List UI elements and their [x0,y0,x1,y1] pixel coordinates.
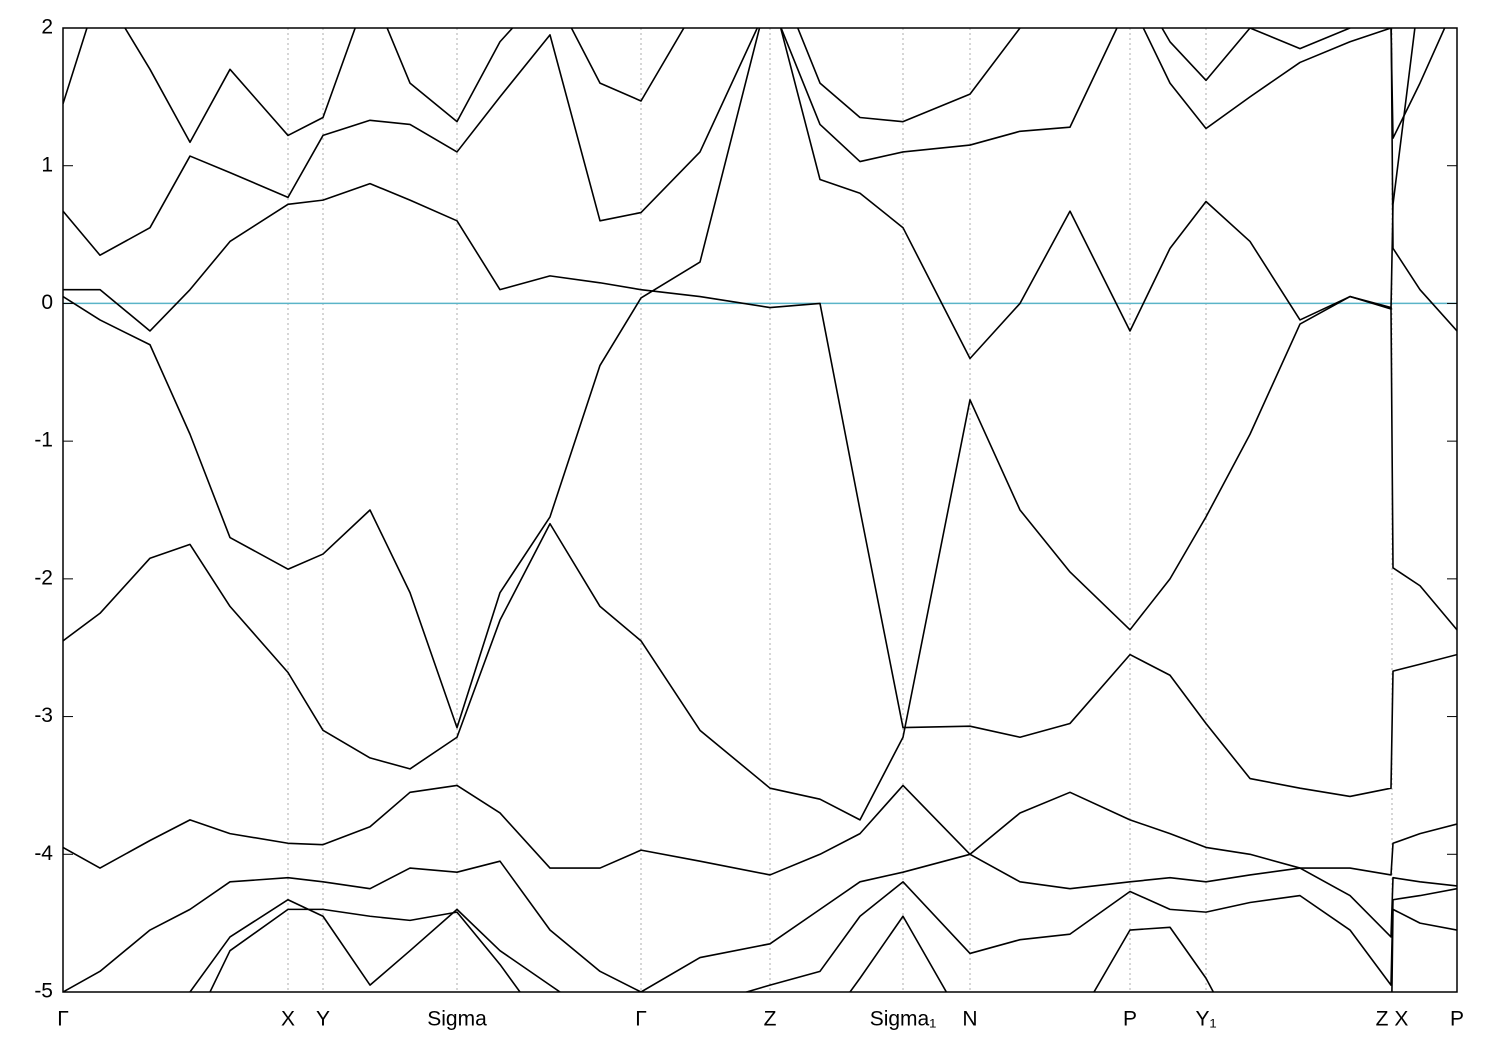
plot-frame [62,27,1458,993]
band-line [63,28,1416,729]
band-line [63,28,1457,332]
labels: -5 -4 -3 -2 -1 0 1 2 Γ X Y Sigma Γ Z Sigma₁ N P Y₁ Z X P [34,16,1464,1031]
y-tick-label: -3 [34,704,53,727]
x-tick-label: X [281,1008,295,1031]
band-line [63,28,1446,257]
band-line [63,182,1457,798]
x-tick-label: P [1450,1008,1464,1031]
y-tick-label: -2 [34,566,53,589]
y-tick-label: 0 [41,291,53,314]
band-line [63,784,1457,890]
x-tick-label: Y [316,1008,330,1031]
band-line [209,908,1457,992]
x-tick-label: N [962,1008,977,1031]
x-tick-label: Z X [1376,1008,1409,1031]
x-tick-label: Γ [57,1008,69,1031]
y-tick-label: -1 [34,429,53,452]
x-tick-label: Z [764,1008,777,1031]
x-tick-label: Y₁ [1195,1008,1216,1031]
band-line [188,881,1457,992]
grid [62,28,1458,992]
y-tick-label: 2 [41,16,53,39]
band-line [63,295,1457,821]
y-tick-label: -5 [34,980,53,1003]
x-tick-label: Γ [635,1008,647,1031]
bands [63,28,1457,992]
x-tick-label: Sigma [427,1008,487,1031]
x-tick-label: Sigma₁ [870,1008,937,1031]
x-tick-label: P [1123,1008,1137,1031]
y-tick-label: 1 [41,153,53,176]
band-line [63,791,1457,992]
y-tick-label: -4 [34,842,53,865]
